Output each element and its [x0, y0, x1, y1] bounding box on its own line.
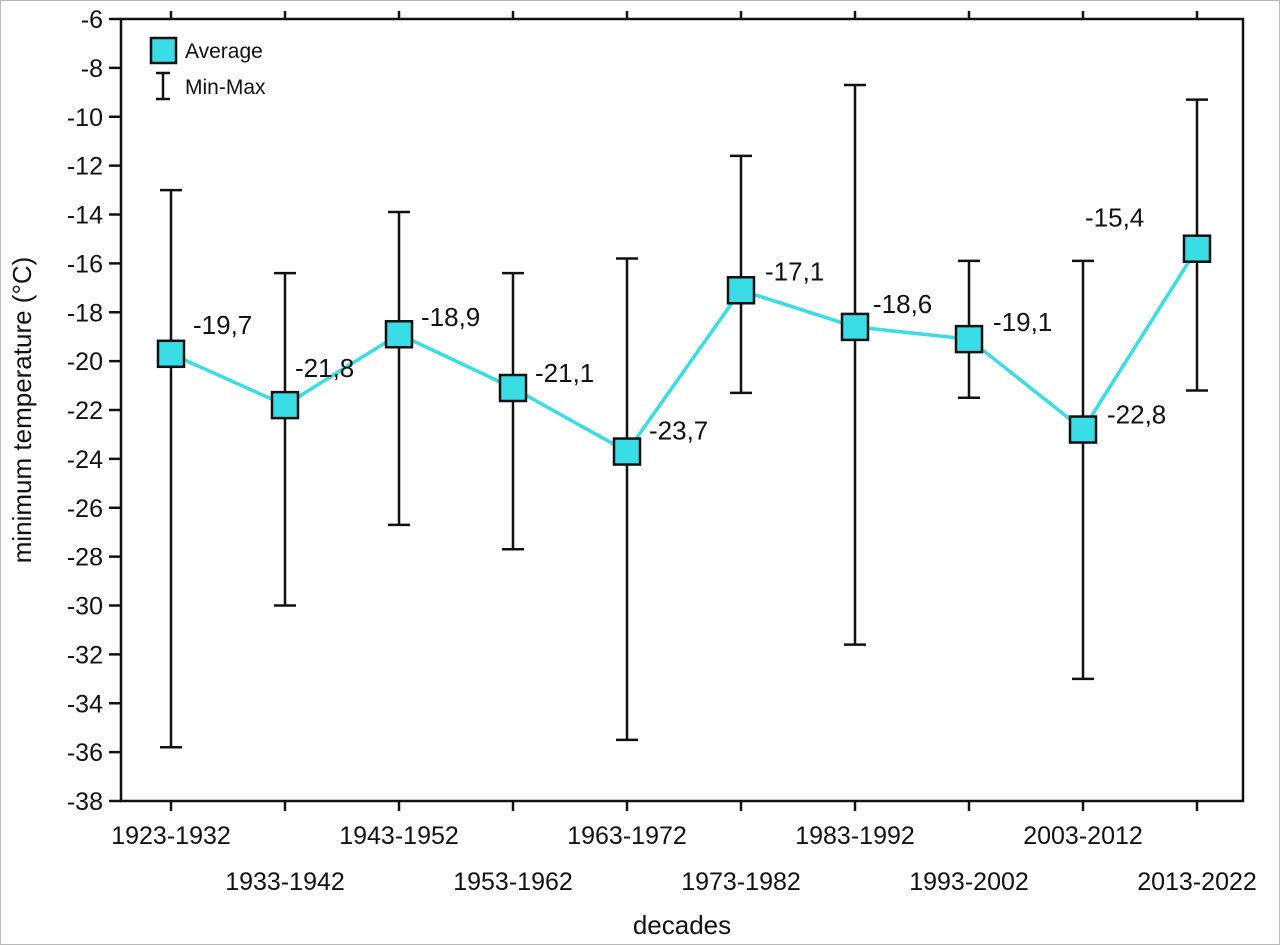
- average-marker: [384, 319, 414, 349]
- average-marker: [954, 324, 984, 354]
- y-tick-label: -12: [67, 153, 103, 181]
- error-bar: [844, 83, 866, 646]
- point-labels: -19,7 -21,8 -18,9 -21,1 -23,7 -17,1 -18,6 -19,1…: [193, 203, 1166, 446]
- legend-minmax-label: Min-Max: [185, 76, 266, 99]
- series-line: [170, 247, 1199, 454]
- average-marker: [1068, 415, 1098, 444]
- error-bar: [388, 210, 410, 527]
- average-marker: [840, 312, 870, 342]
- y-tick-label: -34: [67, 690, 103, 718]
- x-category-label: 1963-1972: [567, 822, 687, 850]
- point-value-label: -21,8: [295, 353, 354, 383]
- legend-average-marker-icon: [149, 36, 178, 65]
- y-tick-label: -28: [67, 544, 103, 572]
- point-value-label: -22,8: [1107, 400, 1166, 430]
- x-category-label: 1943-1952: [339, 822, 459, 850]
- x-category-label: 2013-2022: [1137, 868, 1257, 896]
- point-value-label: -15,4: [1085, 203, 1144, 233]
- error-bar: [502, 271, 524, 551]
- y-axis-ticks: -6 -8 -10 -12 -14 -16 -18 -20 -22 -24 -26 -28 -30 -32…: [67, 6, 121, 816]
- x-axis-title: decades: [633, 910, 731, 940]
- point-value-label: -17,1: [765, 256, 824, 286]
- average-marker: [1182, 234, 1212, 263]
- x-category-label: 2003-2012: [1023, 822, 1143, 850]
- error-bar: [730, 154, 752, 395]
- y-tick-label: -20: [67, 348, 103, 376]
- y-tick-label: -26: [67, 495, 103, 523]
- y-tick-label: -30: [67, 593, 103, 621]
- x-category-label: 1953-1962: [453, 868, 573, 896]
- y-tick-label: -16: [67, 250, 103, 278]
- y-tick-label: -38: [67, 788, 103, 816]
- x-category-label: 1983-1992: [795, 822, 915, 850]
- x-category-label: 1993-2002: [909, 868, 1029, 896]
- error-bar: [616, 257, 638, 742]
- y-tick-label: -8: [81, 55, 103, 83]
- point-value-label: -21,1: [535, 358, 594, 388]
- average-marker: [498, 373, 528, 403]
- y-tick-label: -10: [67, 104, 103, 132]
- average-marker: [726, 276, 756, 305]
- point-value-label: -19,1: [993, 307, 1052, 337]
- legend: Average Min-Max: [149, 36, 266, 101]
- average-line: [170, 247, 1199, 454]
- point-value-label: -18,6: [873, 289, 932, 319]
- average-marker: [612, 437, 642, 466]
- error-bar: [1072, 259, 1094, 681]
- y-tick-label: -18: [67, 299, 103, 327]
- point-value-label: -18,9: [421, 302, 480, 332]
- point-value-label: -23,7: [649, 416, 708, 446]
- x-category-label: 1923-1932: [111, 822, 231, 850]
- y-tick-label: -24: [67, 446, 103, 474]
- x-axis-ticks: 1923-1932 1933-1942 1943-1952 1953-1962 1963…: [111, 11, 1257, 896]
- error-bar: [160, 188, 182, 749]
- series-markers: [156, 234, 1212, 466]
- legend-minmax-icon: [156, 71, 170, 101]
- average-marker: [270, 390, 300, 420]
- error-bar: [274, 271, 296, 607]
- y-tick-label: -32: [67, 641, 103, 669]
- y-tick-label: -36: [67, 739, 103, 767]
- x-category-label: 1973-1982: [681, 868, 801, 896]
- y-axis-title: minimum temperature (°C): [7, 257, 37, 564]
- y-tick-label: -22: [67, 397, 103, 425]
- point-value-label: -19,7: [193, 310, 252, 340]
- x-category-label: 1933-1942: [225, 868, 345, 896]
- average-marker: [156, 339, 186, 369]
- y-tick-label: -6: [81, 6, 103, 34]
- y-tick-label: -14: [67, 202, 103, 230]
- legend-average-label: Average: [185, 40, 263, 63]
- error-bars: [160, 83, 1208, 749]
